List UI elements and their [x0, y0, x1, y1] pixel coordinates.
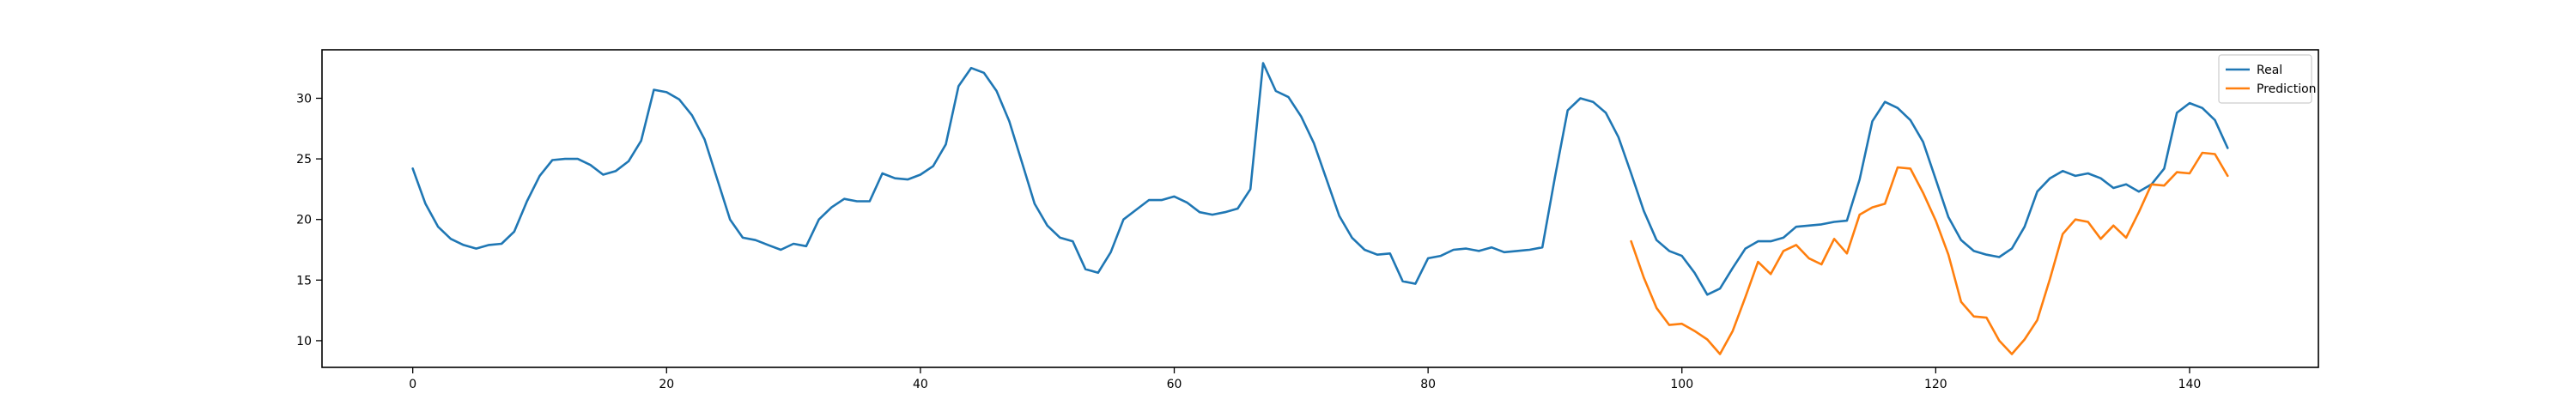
legend: Real Prediction	[2218, 54, 2317, 104]
x-tick-label: 0	[409, 378, 416, 391]
x-tick-label: 120	[1924, 378, 1947, 391]
y-tick-label: 15	[296, 274, 312, 288]
x-tick-label: 100	[1670, 378, 1693, 391]
plot-area	[322, 50, 2318, 367]
plot-frame	[321, 49, 2319, 368]
y-tick-label: 10	[296, 335, 312, 348]
x-tick-label: 60	[1167, 378, 1182, 391]
x-tick-label: 80	[1420, 378, 1436, 391]
y-tick-label: 25	[296, 153, 312, 167]
y-axis: 10 15 20 25 30	[296, 92, 322, 348]
series-layer	[411, 62, 2229, 355]
x-tick-label: 140	[2178, 378, 2202, 391]
x-tick-label: 40	[913, 378, 928, 391]
legend-label-real: Real	[2257, 64, 2282, 77]
x-axis: 0 20 40 60 80 100 120 140	[409, 367, 2201, 391]
series-line-real	[411, 62, 2229, 296]
y-tick-label: 20	[296, 214, 312, 227]
legend-label-prediction: Prediction	[2257, 82, 2317, 96]
legend-box	[2218, 54, 2312, 104]
series-line-prediction	[1630, 151, 2229, 355]
axes-layer	[321, 49, 2319, 368]
x-tick-label: 20	[659, 378, 674, 391]
y-tick-label: 30	[296, 92, 312, 106]
